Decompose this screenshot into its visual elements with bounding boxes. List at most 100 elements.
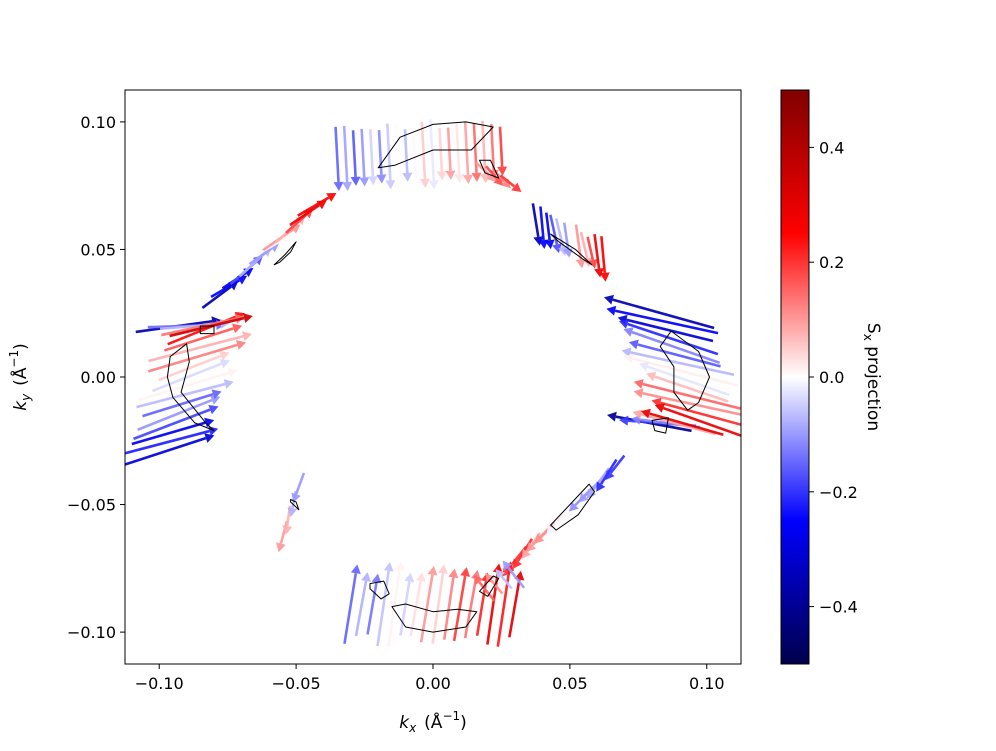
quiver-arrow (125, 433, 215, 466)
quiver-arrow (163, 323, 243, 352)
fermi-contour (479, 159, 500, 179)
fermi-contour (199, 325, 215, 335)
quiver-arrow (136, 379, 234, 409)
quiver-arrow (619, 319, 719, 356)
quiver-arrow (623, 327, 721, 365)
quiver-arrow (131, 417, 215, 446)
quiver-arrow (471, 122, 482, 182)
quiver-arrow (254, 234, 292, 258)
quiver-arrow (640, 408, 724, 437)
quiver-arrow (419, 565, 438, 643)
quiver-arrow (354, 572, 371, 637)
quiver-arrow (376, 130, 387, 184)
y-tick-label: 0.00 (80, 368, 116, 387)
quiver-arrow (297, 193, 337, 217)
fermi-contour (479, 575, 500, 597)
quiver-arrow (646, 371, 729, 403)
colorbar (780, 89, 810, 665)
colorbar-tick-label: −0.4 (819, 598, 858, 617)
colorbar-tick-label: 0.4 (819, 138, 844, 157)
quiver-arrow (554, 218, 568, 256)
quiver-arrow (586, 236, 598, 269)
x-axis: −0.10 −0.05 0.00 0.05 0.10 (135, 664, 725, 693)
quiver-arrow (606, 305, 719, 335)
fermi-contour (391, 603, 478, 633)
quiver-arrow (342, 125, 353, 192)
quiver-arrow (633, 388, 741, 416)
quiver-arrow (593, 234, 604, 278)
x-tick-label: 0.00 (415, 674, 451, 693)
quiver-arrow (276, 520, 289, 553)
quiver-arrow (147, 340, 247, 373)
fermi-contour (550, 233, 593, 266)
quiver-arrow (623, 353, 739, 387)
quiver-arrow (169, 313, 253, 338)
y-axis: −0.10 −0.05 0.00 0.05 0.10 (67, 113, 125, 642)
quiver-arrow (462, 121, 473, 184)
quiver-arrow (599, 236, 610, 282)
quiver-arrow (402, 129, 413, 182)
quiver-arrow (142, 389, 222, 418)
quiver-arrow (133, 404, 219, 441)
fermi-contour (273, 241, 297, 266)
y-tick-label: −0.10 (67, 623, 116, 642)
quiver-arrow (359, 128, 370, 187)
x-tick-label: 0.05 (552, 674, 588, 693)
x-axis-label: kx (Å−1) (399, 709, 467, 735)
colorbar-axis: −0.4 −0.2 0.0 0.2 0.4 (809, 138, 858, 617)
quiver-arrow (654, 403, 741, 437)
quiver-arrow (605, 454, 626, 481)
quiver-arrow (289, 200, 327, 226)
quiver-arrow (399, 572, 415, 636)
x-tick-label: −0.05 (272, 674, 321, 693)
x-tick-label: −0.10 (135, 674, 184, 693)
quiver-arrow (499, 174, 522, 193)
quiver-arrow (633, 379, 741, 411)
quiver-arrow (628, 339, 721, 368)
y-tick-label: 0.10 (80, 113, 116, 132)
quiver-arrow (485, 573, 504, 595)
quiver-arrow (148, 331, 253, 363)
quiver-arrow (639, 361, 730, 397)
fermi-contour (166, 343, 215, 432)
quiver-arrow (452, 567, 471, 642)
fermi-contour (290, 499, 300, 511)
quiver-arrow (454, 123, 465, 184)
quiver-arrow (137, 395, 221, 431)
quiver-arrow (350, 130, 361, 186)
quiver-arrow (428, 119, 439, 190)
y-axis-label: ky(Å−1) (7, 343, 33, 411)
quiver-arrow (125, 426, 219, 455)
quiver-arrow (210, 275, 248, 299)
quiver-arrow (151, 359, 230, 393)
quiver-arrow (442, 568, 459, 640)
quiver-arrow (419, 121, 430, 188)
quiver-arrow (445, 127, 456, 180)
quiver-arrow (385, 123, 396, 190)
colorbar-tick-label: −0.2 (819, 483, 858, 502)
quiver-arrow (343, 564, 361, 644)
quiver-arrow (291, 472, 306, 503)
fermi-contour (651, 417, 669, 434)
x-tick-label: 0.10 (689, 674, 725, 693)
quiver-arrow (586, 467, 611, 499)
fermi-contours (166, 121, 710, 633)
quiver-arrow (387, 561, 405, 648)
quiver-arrow (531, 203, 544, 246)
quiver-arrows (125, 119, 741, 648)
quiver-arrow (480, 120, 491, 184)
y-tick-label: 0.05 (80, 240, 116, 259)
colorbar-tick-label: 0.0 (819, 368, 844, 387)
fermi-contour (550, 483, 595, 531)
y-tick-label: −0.05 (67, 496, 116, 515)
quiver-arrow (502, 560, 526, 589)
quiver-arrow (603, 294, 715, 330)
quiver-arrow (248, 242, 280, 266)
colorbar-tick-label: 0.2 (819, 253, 844, 272)
quiver-arrow (367, 129, 378, 186)
fermi-contour (659, 330, 710, 411)
quiver-arrow (158, 351, 230, 382)
quiver-arrow (569, 221, 580, 265)
quiver-arrow (544, 212, 555, 250)
